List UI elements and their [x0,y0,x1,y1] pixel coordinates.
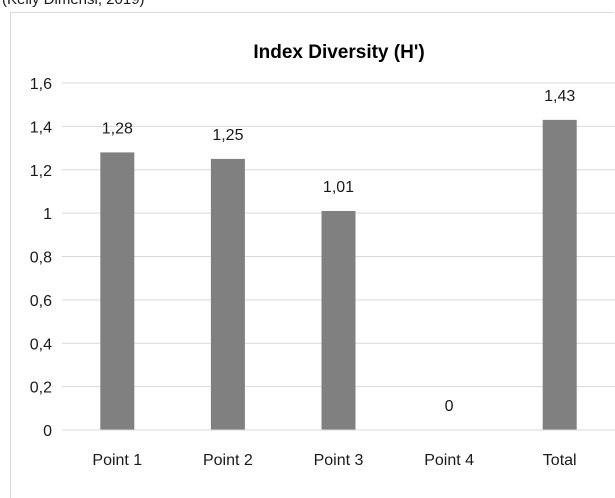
data-label: 1,01 [323,179,354,196]
y-tick-label: 1,6 [30,76,52,93]
x-category-label: Point 4 [424,452,474,469]
bar [100,152,135,430]
data-label: 1,28 [102,120,133,137]
bars [100,119,577,431]
x-category-label: Point 2 [203,452,253,469]
bar [210,158,245,430]
data-labels: 1,28 1,25 1,01 0 1,43 [102,88,576,415]
data-label: 1,25 [212,127,243,144]
y-tick-label: 1 [43,206,52,223]
y-tick-label: 1,4 [30,119,52,136]
y-axis-tick-labels: 0 0,2 0,4 0,6 0,8 1 1,2 1,4 1,6 [30,76,52,440]
data-label: 0 [445,398,454,415]
x-axis-category-labels: Point 1 Point 2 Point 3 Point 4 Total [92,452,576,469]
y-tick-label: 0 [43,423,52,440]
chart-title: Index Diversity (H') [253,42,424,63]
bar-chart: Index Diversity (H') 0 0,2 0,4 0,6 0,8 1 1,2 1,… [30,42,615,469]
y-tick-label: 0,4 [30,336,52,353]
x-category-label: Total [543,452,577,469]
caption-fragment: (Kelly Dimensi, 2019) [2,0,145,8]
y-tick-label: 0,6 [30,293,52,310]
bar [321,210,356,430]
x-category-label: Point 3 [314,452,364,469]
bar [542,119,577,431]
y-tick-label: 1,2 [30,163,52,180]
data-label: 1,43 [544,88,575,105]
x-category-label: Point 1 [92,452,142,469]
y-tick-label: 0,8 [30,250,52,267]
y-tick-label: 0,2 [30,380,52,397]
